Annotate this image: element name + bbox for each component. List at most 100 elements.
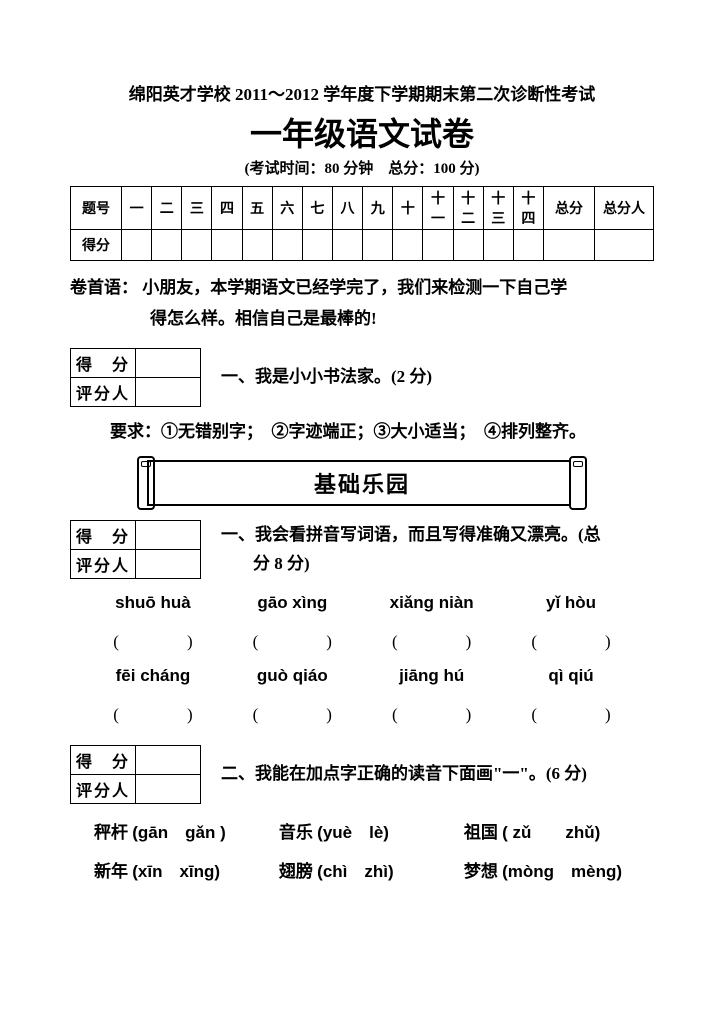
cell-blank[interactable] <box>423 230 453 261</box>
cell-blank[interactable] <box>136 349 201 378</box>
answer-blank[interactable]: ( ) <box>94 627 212 652</box>
cell: 二 <box>152 187 182 230</box>
cell: 十四 <box>513 187 543 230</box>
section-3-title: 二、我能在加点字正确的读音下面画"一"。(6 分) <box>221 760 654 789</box>
exam-meta: (考试时间：80 分钟 总分：100 分) <box>70 157 654 178</box>
reading-item: 梦想 (mòng mèng) <box>464 857 630 882</box>
cell-blank[interactable] <box>483 230 513 261</box>
cell: 九 <box>363 187 393 230</box>
reading-item: 翅膀 (chì zhì) <box>279 857 445 882</box>
cell-blank[interactable] <box>544 230 595 261</box>
cell-blank[interactable] <box>136 378 201 407</box>
answer-blank[interactable]: ( ) <box>373 627 491 652</box>
cell-blank[interactable] <box>393 230 423 261</box>
reading-pinyin[interactable]: (yuè lè) <box>317 823 389 842</box>
cell: 十三 <box>483 187 513 230</box>
cell-blank[interactable] <box>332 230 362 261</box>
cell: 五 <box>242 187 272 230</box>
answer-blank[interactable]: ( ) <box>233 700 351 725</box>
cell-label: 得分 <box>71 230 122 261</box>
cell-blank[interactable] <box>122 230 152 261</box>
cell: 三 <box>182 187 212 230</box>
cell-blank[interactable] <box>212 230 242 261</box>
cell-label: 评分人 <box>71 378 136 407</box>
pinyin-item: yǐ hòu <box>512 593 630 613</box>
banner-title: 基础乐园 <box>147 460 577 506</box>
pinyin-item: qì qiú <box>512 666 630 686</box>
cell: 七 <box>302 187 332 230</box>
cell: 一 <box>122 187 152 230</box>
pinyin-item: gāo xìng <box>233 593 351 613</box>
pinyin-row: shuō huà gāo xìng xiǎng niàn yǐ hòu <box>70 593 654 613</box>
reading-word: 音乐 <box>279 823 313 842</box>
answer-blank[interactable]: ( ) <box>233 627 351 652</box>
cell: 十 <box>393 187 423 230</box>
cell: 六 <box>272 187 302 230</box>
cell: 总分人 <box>595 187 654 230</box>
scroll-right-icon <box>569 456 587 510</box>
section-1-requirements: 要求：①无错别字； ②字迹端正；③大小适当； ④排列整齐。 <box>70 417 654 442</box>
cell-label: 得 分 <box>71 746 136 775</box>
cell: 八 <box>332 187 362 230</box>
cell-blank[interactable] <box>136 746 201 775</box>
intro-text-1: 小朋友，本学期语文已经学完了，我们来检测一下自己学 <box>142 278 567 297</box>
cell: 四 <box>212 187 242 230</box>
table-row: 得分 <box>71 230 654 261</box>
reading-item: 祖国 ( zǔ zhǔ) <box>464 818 630 843</box>
table-row: 得 分 <box>71 746 201 775</box>
banner-scroll: 基础乐园 <box>147 460 577 506</box>
paper-title: 一年级语文试卷 <box>70 109 654 155</box>
section-1-row: 得 分 评分人 一、我是小小书法家。(2 分) <box>70 348 654 407</box>
reading-item: 新年 (xīn xīng) <box>94 857 260 882</box>
mini-score-table: 得 分 评分人 <box>70 745 201 804</box>
answer-blank[interactable]: ( ) <box>512 627 630 652</box>
cell-label: 得 分 <box>71 349 136 378</box>
cell-blank[interactable] <box>152 230 182 261</box>
section-2-title-line2: 分 8 分) <box>221 554 310 573</box>
answer-blank[interactable]: ( ) <box>512 700 630 725</box>
reading-word: 祖国 <box>464 823 498 842</box>
reading-pinyin[interactable]: (xīn xīng) <box>132 862 220 881</box>
table-row: 评分人 <box>71 378 201 407</box>
cell-blank[interactable] <box>513 230 543 261</box>
cell-label: 题号 <box>71 187 122 230</box>
cell-label: 评分人 <box>71 550 136 579</box>
cell-blank[interactable] <box>272 230 302 261</box>
cell-blank[interactable] <box>136 521 201 550</box>
cell-blank[interactable] <box>453 230 483 261</box>
pinyin-item: shuō huà <box>94 593 212 613</box>
cell: 十二 <box>453 187 483 230</box>
reading-word: 新年 <box>94 862 128 881</box>
reading-pinyin[interactable]: (mòng mèng) <box>502 862 622 881</box>
section-3-row: 得 分 评分人 二、我能在加点字正确的读音下面画"一"。(6 分) <box>70 745 654 804</box>
cell: 十一 <box>423 187 453 230</box>
mini-score-table: 得 分 评分人 <box>70 348 201 407</box>
intro-label: 卷首语： <box>70 278 138 297</box>
reading-pinyin[interactable]: ( zǔ zhǔ) <box>502 823 600 842</box>
cell-blank[interactable] <box>136 775 201 804</box>
cell-blank[interactable] <box>182 230 212 261</box>
table-row: 评分人 <box>71 775 201 804</box>
cell-blank[interactable] <box>595 230 654 261</box>
pinyin-item: fēi cháng <box>94 666 212 686</box>
reading-item: 音乐 (yuè lè) <box>279 818 445 843</box>
reading-pinyin[interactable]: (gān gǎn ) <box>132 823 226 842</box>
cell-blank[interactable] <box>242 230 272 261</box>
answer-blank[interactable]: ( ) <box>94 700 212 725</box>
cell-label: 得 分 <box>71 521 136 550</box>
cell-blank[interactable] <box>302 230 332 261</box>
pinyin-item: jiāng hú <box>373 666 491 686</box>
cell-blank[interactable] <box>136 550 201 579</box>
answer-blank[interactable]: ( ) <box>373 700 491 725</box>
reading-row: 新年 (xīn xīng) 翅膀 (chì zhì) 梦想 (mòng mèng… <box>70 857 654 882</box>
cell-blank[interactable] <box>363 230 393 261</box>
exam-page: 绵阳英才学校 2011～2012 学年度下学期期末第二次诊断性考试 一年级语文试… <box>0 0 724 1023</box>
reading-item: 秤杆 (gān gǎn ) <box>94 818 260 843</box>
reading-row: 秤杆 (gān gǎn ) 音乐 (yuè lè) 祖国 ( zǔ zhǔ) <box>70 818 654 843</box>
pinyin-block: shuō huà gāo xìng xiǎng niàn yǐ hòu ( ) … <box>70 593 654 725</box>
reading-pinyin[interactable]: (chì zhì) <box>317 862 394 881</box>
blank-row: ( ) ( ) ( ) ( ) <box>70 627 654 652</box>
section-2-title-line1: 一、我会看拼音写词语，而且写得准确又漂亮。(总 <box>221 525 601 544</box>
reading-word: 翅膀 <box>279 862 313 881</box>
reading-word: 梦想 <box>464 862 498 881</box>
